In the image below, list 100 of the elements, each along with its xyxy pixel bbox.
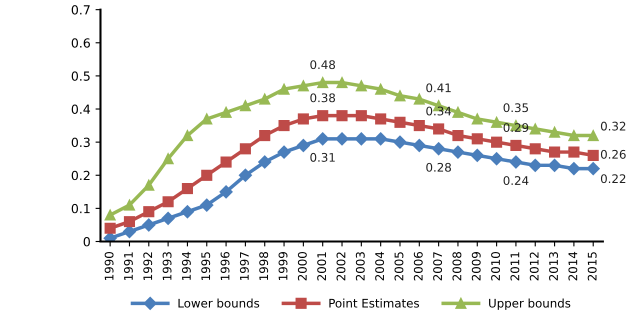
point [200,198,214,212]
x-tick-label: 1990 [104,252,114,280]
point [277,145,291,159]
point [316,132,330,146]
point [549,126,560,138]
point [162,212,175,225]
point [162,196,174,208]
x-tick-label: 2010 [491,252,500,280]
x-tick-label: 1999 [278,252,288,280]
point [472,133,483,144]
x-tick-label: 2009 [472,252,481,280]
x-tick-label: 2002 [336,252,346,280]
x-tick-label: 2013 [549,252,558,280]
x-tick-label: 2015 [588,252,597,280]
y-tick-label: 0.6 [72,38,90,48]
point [412,138,426,152]
x-tick-label: 2007 [433,252,442,280]
point [142,218,156,232]
point [530,123,541,134]
point [201,170,212,181]
point [432,142,446,156]
x-tick-label: 1996 [220,252,230,280]
point [124,200,136,211]
x-tick-label: 2008 [452,252,462,280]
y-tick-label: 0.3 [72,138,90,148]
point [296,138,310,152]
y-tick-label: 0.7 [72,5,90,15]
point [143,206,154,218]
point [124,216,136,228]
x-tick-label: 2000 [298,252,307,280]
point [548,158,562,172]
point [162,153,174,164]
point [238,168,252,182]
data-label: 0.38 [310,93,336,102]
point [472,113,483,125]
point [278,84,290,95]
point [393,136,407,149]
data-label: 0.41 [426,83,451,92]
point [586,162,600,176]
legend-label: Lower bounds [178,298,260,308]
point [568,146,580,158]
point [433,123,444,134]
point [356,80,367,92]
point [219,185,233,198]
point [240,100,251,112]
x-tick-label: 2001 [317,252,326,280]
point [182,182,193,194]
x-tick-label: 2011 [510,252,520,280]
point [278,120,290,132]
point [104,209,116,221]
point [317,110,328,122]
point [528,158,542,172]
data-label: 0.28 [426,162,451,172]
point [509,155,523,169]
y-tick-label: 0.1 [72,204,90,214]
point [568,130,580,142]
point [220,106,232,118]
point [356,110,367,122]
x-tick-label: 2005 [394,252,404,280]
point [201,113,212,125]
point [414,120,425,132]
x-tick-label: 1994 [182,252,191,280]
point [414,94,425,105]
x-tick-label: 2004 [375,252,384,280]
x-tick-label: 1997 [240,252,249,280]
point [375,113,386,125]
point [490,152,504,166]
point [394,116,406,128]
y-tick-label: 0.2 [72,170,90,180]
x-tick-label: 1998 [259,252,268,280]
point [394,90,406,102]
point [298,113,309,125]
x-tick-label: 2006 [414,252,423,280]
point [336,76,348,88]
x-tick-label: 2003 [356,252,365,280]
point [180,205,194,218]
point [240,143,251,154]
point [335,132,349,146]
x-tick-label: 2012 [530,252,539,280]
point [452,106,464,118]
point [104,222,116,234]
data-label: 0.35 [504,103,528,112]
y-tick-label: 0.4 [72,104,90,114]
data-label: 0.48 [310,60,336,70]
point [491,136,502,148]
point [375,84,386,95]
legend-label: Point Estimates [329,298,420,308]
point [451,145,465,159]
legend-label: Upper bounds [489,298,570,310]
point [510,140,522,152]
y-tick-label: 0 [84,236,90,246]
data-label: 0.32 [600,122,626,131]
point [354,132,368,146]
point [470,148,484,162]
point [182,130,193,142]
point [143,180,154,191]
x-tick-label: 1991 [124,252,133,280]
point [317,76,328,88]
point [588,130,599,142]
x-tick-label: 1992 [143,252,152,280]
